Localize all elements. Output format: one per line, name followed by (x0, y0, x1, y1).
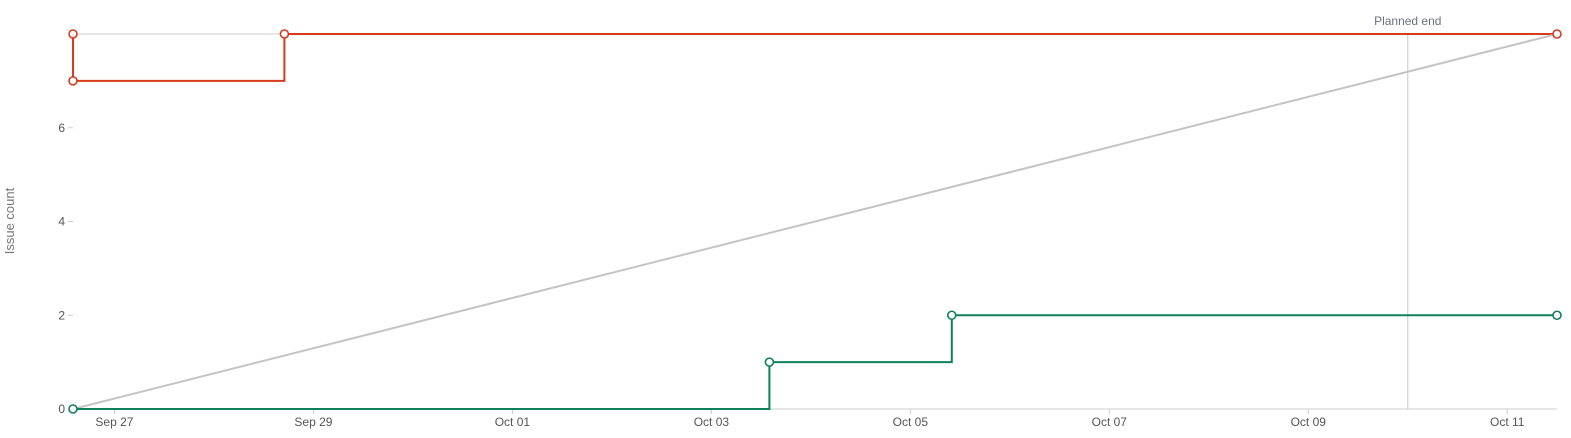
series-point (1552, 29, 1562, 39)
y-tick-label: 2 (58, 308, 65, 322)
series-point (279, 29, 290, 39)
y-tick-label: 4 (58, 215, 65, 229)
series-point (1552, 310, 1562, 321)
series-line (73, 314, 1557, 410)
series-point (946, 310, 957, 321)
axes: Sep 27 Sep 29 Oct 01 Oct 03 Oct 05 Oct 07 Oct … (58, 33, 1557, 429)
x-tick-label: Oct 11 (1490, 415, 1525, 429)
x-tick-label: Sep 29 (294, 415, 332, 429)
y-tick-label: 0 (58, 402, 65, 416)
y-tick-label: 6 (58, 121, 65, 135)
series-point (68, 404, 78, 414)
planned-end-label: Planned end (1374, 14, 1441, 28)
markers (68, 29, 1562, 414)
series-point (68, 76, 78, 86)
annotations: Planned end (1374, 14, 1441, 409)
series-point (764, 357, 775, 367)
x-tick-label: Oct 01 (495, 415, 531, 429)
series-point (68, 29, 78, 39)
series-line (72, 33, 1558, 410)
y-axis-title: Issue count (2, 187, 17, 254)
series (72, 33, 1558, 410)
x-tick-label: Oct 03 (694, 415, 730, 429)
series-line (72, 33, 1557, 82)
x-tick-label: Oct 05 (893, 415, 929, 429)
x-tick-label: Oct 07 (1092, 415, 1128, 429)
x-tick-label: Sep 27 (95, 415, 133, 429)
x-tick-label: Oct 09 (1291, 415, 1327, 429)
